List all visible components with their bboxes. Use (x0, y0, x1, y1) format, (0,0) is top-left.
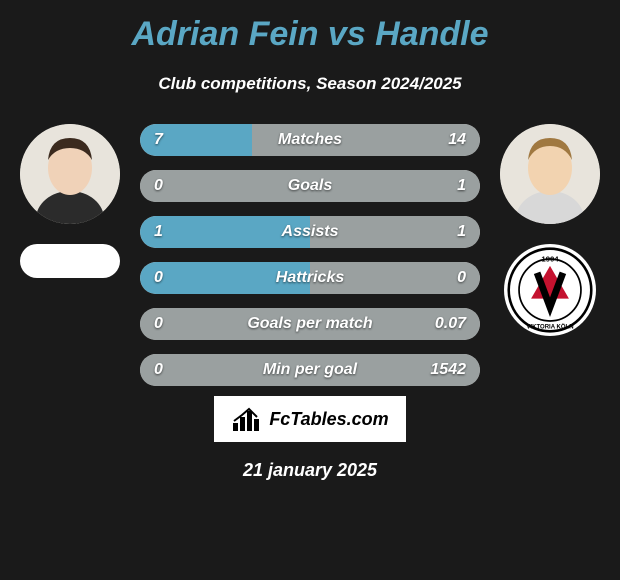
stat-value-right: 0.07 (435, 315, 466, 333)
stat-value-right: 14 (448, 131, 466, 149)
comparison-card: Adrian Fein vs Handle Club competitions,… (0, 0, 620, 481)
stat-label: Matches (278, 131, 342, 149)
player-right-avatar-icon (500, 124, 600, 224)
stat-value-right: 1542 (430, 361, 466, 379)
svg-text:VIKTORIA KÖLN: VIKTORIA KÖLN (526, 324, 573, 331)
player-left-avatar (20, 124, 120, 224)
stat-value-left: 0 (154, 315, 163, 333)
stat-row: 7 14 Matches (140, 124, 480, 156)
stat-value-left: 7 (154, 131, 163, 149)
date-text: 21 january 2025 (0, 460, 620, 481)
page-title: Adrian Fein vs Handle (0, 15, 620, 54)
stat-value-right: 0 (457, 269, 466, 287)
stat-label: Hattricks (276, 269, 344, 287)
stats-column: 7 14 Matches 0 1 Goals 1 1 Assists 0 0 Hattricks 0 0.… (130, 124, 490, 386)
left-side (10, 124, 130, 386)
stat-row: 0 1 Goals (140, 170, 480, 202)
stat-row: 1 1 Assists (140, 216, 480, 248)
stat-value-right: 1 (457, 223, 466, 241)
stat-value-left: 1 (154, 223, 163, 241)
stat-label: Goals per match (247, 315, 372, 333)
stat-row: 0 0.07 Goals per match (140, 308, 480, 340)
club-right-badge: 1904 VIKTORIA KÖLN (504, 244, 596, 336)
stat-label: Goals (288, 177, 332, 195)
branding-icon (231, 405, 263, 433)
stat-value-left: 0 (154, 361, 163, 379)
club-left-badge (20, 244, 120, 278)
stat-value-right: 1 (457, 177, 466, 195)
subtitle: Club competitions, Season 2024/2025 (0, 74, 620, 94)
branding-text: FcTables.com (269, 409, 388, 430)
stat-label: Min per goal (263, 361, 357, 379)
player-right-avatar (500, 124, 600, 224)
club-right-badge-icon: 1904 VIKTORIA KÖLN (507, 247, 593, 333)
stat-label: Assists (282, 223, 339, 241)
player-left-avatar-icon (20, 124, 120, 224)
stat-row: 0 0 Hattricks (140, 262, 480, 294)
stat-value-left: 0 (154, 269, 163, 287)
stat-row: 0 1542 Min per goal (140, 354, 480, 386)
stat-value-left: 0 (154, 177, 163, 195)
svg-text:1904: 1904 (541, 255, 559, 264)
right-side: 1904 VIKTORIA KÖLN (490, 124, 610, 386)
main-row: 7 14 Matches 0 1 Goals 1 1 Assists 0 0 Hattricks 0 0.… (0, 124, 620, 386)
branding-badge: FcTables.com (214, 396, 406, 442)
